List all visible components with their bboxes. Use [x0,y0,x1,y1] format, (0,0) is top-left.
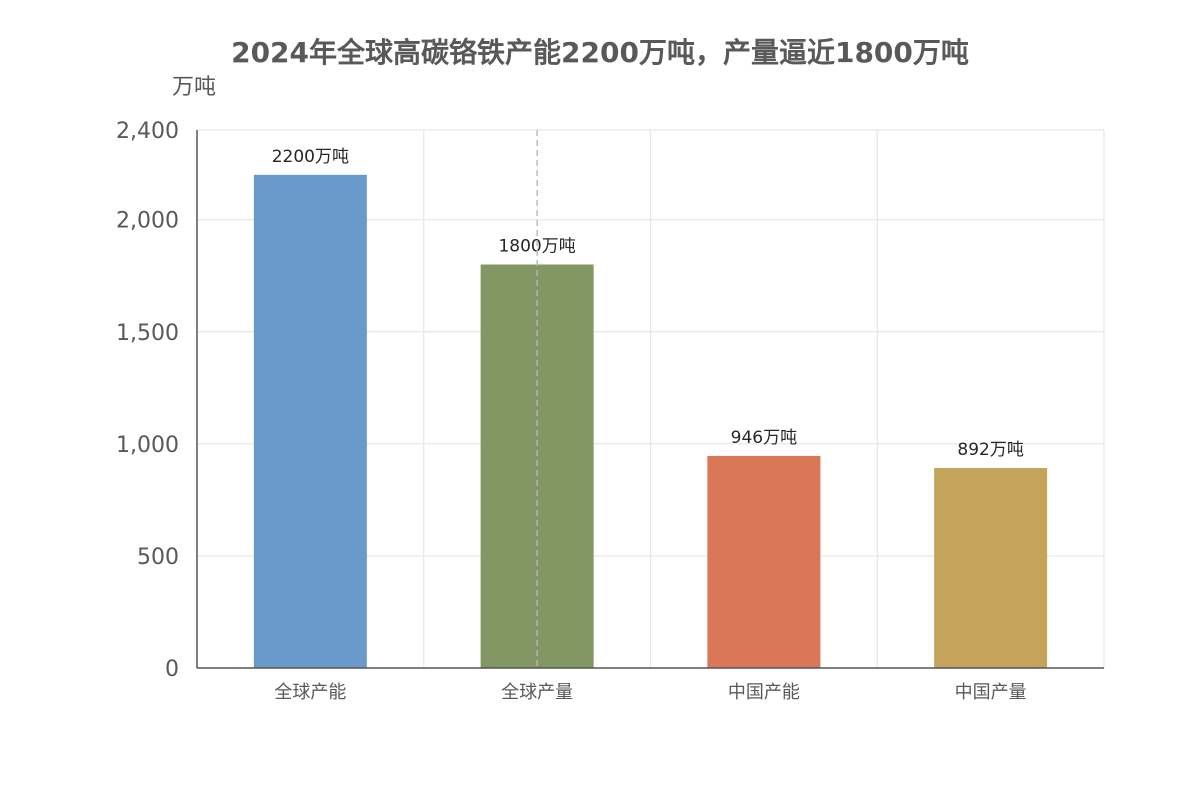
x-tick-label-3: 中国产能 [728,682,800,703]
x-tick-label-1: 全球产能 [274,682,346,703]
y-tick-label-5: 2,000 [116,209,179,234]
data-label-1: 2200万吨 [272,147,349,167]
bar-4 [934,468,1048,668]
data-labels: 2200万吨 1800万吨 946万吨 892万吨 [272,147,1024,460]
bar-3 [707,455,821,668]
y-tick-label-6: 2,400 [116,119,179,144]
axes: 全球产能 全球产量 中国产能 中国产量 0 500 1,000 1,500 2,000 2,400 [116,119,1104,703]
bar-1 [253,174,367,669]
y-tick-label-3: 1,000 [116,433,179,458]
chart-title: 2024年全球高碳铬铁产能2200万吨，产量逼近1800万吨 [231,36,969,69]
data-label-4: 892万吨 [957,440,1023,460]
data-label-2: 1800万吨 [498,237,575,257]
x-tick-label-4: 中国产量 [955,682,1027,703]
y-tick-label-4: 1,500 [116,321,179,346]
data-label-3: 946万吨 [731,428,797,448]
y-tick-label-1: 0 [165,657,179,682]
y-tick-label-2: 500 [137,545,179,570]
x-tick-label-2: 全球产量 [501,682,573,703]
y-axis-unit-label: 万吨 [172,75,216,100]
